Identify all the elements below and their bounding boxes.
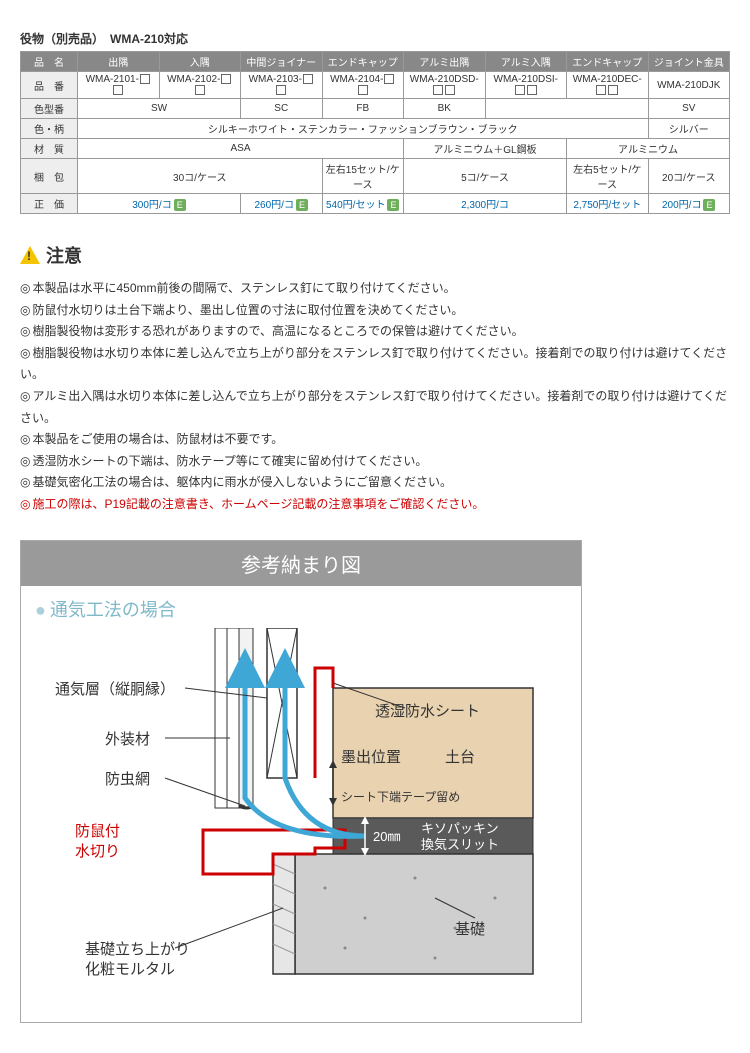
row-price: 正 価 300円/コE 260円/コE 540円/セットE 2,300円/コ 2…	[21, 194, 730, 214]
col: エンドキャップ	[322, 52, 404, 72]
lbl-bouso1: 防鼠付	[75, 820, 120, 841]
lbl-bouso2: 水切り	[75, 840, 120, 861]
figure-box: 参考納まり図 通気工法の場合	[20, 540, 582, 1023]
row-pack: 梱 包 30コ/ケース 左右15セット/ケース 5コ/ケース 左右5セット/ケー…	[21, 159, 730, 194]
lbl-kiso4: 換気スリット	[421, 834, 499, 853]
figure-subtitle: 通気工法の場合	[21, 586, 581, 622]
lbl-kiso: 基礎	[455, 918, 485, 939]
col: アルミ入隅	[485, 52, 567, 72]
col: アルミ出隅	[404, 52, 486, 72]
caution-list: 本製品は水平に450mm前後の間隔で、ステンレス釘にて取り付けてください。 防鼠…	[20, 278, 730, 516]
lbl-sumidashi: 墨出位置	[341, 746, 401, 767]
row-name: 品 名	[21, 52, 78, 72]
figure-title: 参考納まり図	[21, 541, 581, 586]
col: 入隅	[159, 52, 241, 72]
section-title: 役物（別売品） WMA-210対応	[20, 30, 730, 47]
row-colorpat: 色・柄 シルキーホワイト・ステンカラー・ファッションブラウン・ブラック シルバー	[21, 119, 730, 139]
lbl-kiso2: 化粧モルタル	[85, 958, 175, 979]
lbl-kiso1: 基礎立ち上がり	[85, 938, 190, 959]
lbl-mm: 20㎜	[373, 826, 400, 845]
lbl-dodai: 土台	[445, 746, 475, 767]
col: 出隅	[78, 52, 160, 72]
warning-icon	[20, 246, 40, 264]
caution-header: 注意	[20, 242, 730, 268]
col: ジョイント金具	[648, 52, 730, 72]
product-table: 品 名 出隅 入隅 中間ジョイナー エンドキャップ アルミ出隅 アルミ入隅 エン…	[20, 51, 730, 214]
col: エンドキャップ	[567, 52, 649, 72]
lbl-toushitsu: 透湿防水シート	[375, 700, 480, 721]
row-code: 品 番 WMA-2101- WMA-2102- WMA-2103- WMA-21…	[21, 72, 730, 99]
lbl-bouchu: 防虫網	[105, 768, 150, 789]
col: 中間ジョイナー	[241, 52, 323, 72]
caution-title: 注意	[46, 242, 82, 268]
lbl-gaisou: 外装材	[105, 728, 150, 749]
figure-canvas: 通気層（縦胴縁） 外装材 防虫網 防鼠付 水切り 基礎立ち上がり 化粧モルタル …	[35, 628, 567, 1008]
row-material: 材 質 ASA アルミニウム＋GL鋼板 アルミニウム	[21, 139, 730, 159]
row-colorno: 色型番 SW SC FB BK SV	[21, 99, 730, 119]
lbl-tsuukisou: 通気層（縦胴縁）	[55, 678, 175, 699]
lbl-sheet: シート下端テープ留め	[341, 788, 460, 805]
